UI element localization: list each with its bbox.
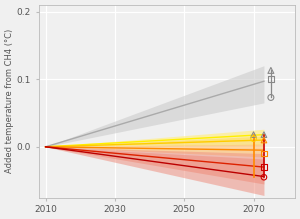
Point <box>262 175 266 179</box>
Point <box>268 69 273 72</box>
Point <box>268 96 273 99</box>
Point <box>262 152 266 155</box>
Point <box>262 165 266 169</box>
Y-axis label: Added temperature from CH4 (°C): Added temperature from CH4 (°C) <box>5 29 14 173</box>
Point <box>262 138 266 142</box>
Point <box>262 133 266 136</box>
Point <box>268 78 273 81</box>
Point <box>251 137 256 140</box>
Point <box>251 133 256 136</box>
